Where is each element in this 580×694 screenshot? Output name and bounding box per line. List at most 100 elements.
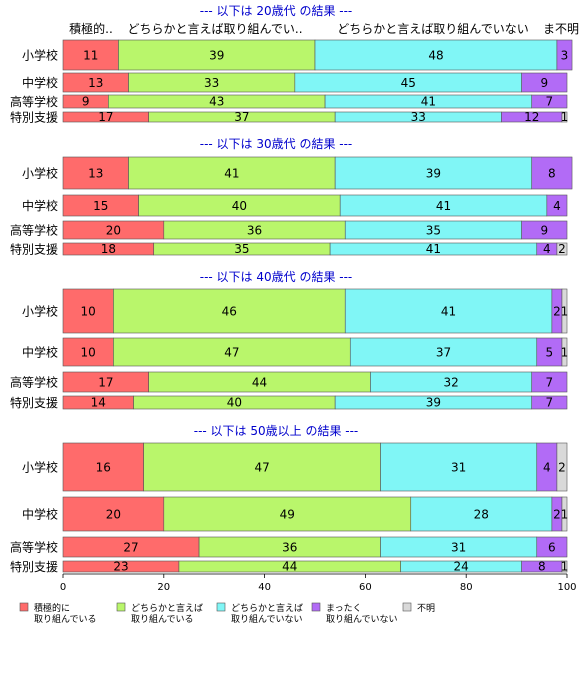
row-label: 高等学校 xyxy=(10,223,58,238)
data-label: 39 xyxy=(426,395,441,409)
row-label: 特別支援 xyxy=(10,110,58,125)
data-label: 41 xyxy=(436,199,451,213)
data-label: 12 xyxy=(524,110,539,124)
legend-label: 取り組んでいる xyxy=(34,613,97,625)
data-label: 36 xyxy=(247,224,262,238)
data-label: 4 xyxy=(553,199,561,213)
data-label: 48 xyxy=(428,49,443,63)
header-label: ま xyxy=(543,22,555,36)
bar-segment xyxy=(314,39,558,71)
legend-label: 取り組んでいない xyxy=(326,613,398,625)
data-label: 23 xyxy=(113,559,128,573)
data-label: 44 xyxy=(252,376,267,390)
data-label: 46 xyxy=(222,305,237,319)
bar-segment xyxy=(556,242,568,256)
legend-swatch xyxy=(116,602,126,612)
data-label: 2 xyxy=(553,305,561,319)
data-label: 40 xyxy=(227,395,242,409)
header-label: 不明 xyxy=(555,22,579,36)
data-label: 39 xyxy=(209,49,224,63)
bar-segment xyxy=(62,156,129,190)
data-label: 2 xyxy=(553,508,561,522)
data-label: 41 xyxy=(421,94,436,108)
bar-segment xyxy=(521,72,568,93)
row-label: 中学校 xyxy=(22,198,58,213)
header-label: 積極的.. xyxy=(69,21,113,36)
data-label: 17 xyxy=(98,376,113,390)
x-tick-label: 0 xyxy=(60,582,66,593)
row-label: 特別支援 xyxy=(10,395,58,410)
data-label: 9 xyxy=(540,76,548,90)
bar-segment xyxy=(334,156,533,190)
data-label: 47 xyxy=(254,461,269,475)
legend-swatch xyxy=(19,602,29,612)
data-label: 8 xyxy=(538,559,546,573)
row-label: 高等学校 xyxy=(10,94,58,109)
bar-segment xyxy=(143,442,381,492)
bar-segment xyxy=(118,39,316,71)
data-label: 31 xyxy=(451,541,466,555)
row-label: 特別支援 xyxy=(10,242,58,257)
data-label: 37 xyxy=(436,346,451,360)
data-label: 8 xyxy=(548,167,556,181)
data-label: 24 xyxy=(454,559,469,573)
bar-segment xyxy=(531,371,568,393)
x-tick-label: 20 xyxy=(157,582,170,593)
data-label: 13 xyxy=(88,167,103,181)
row-label: 高等学校 xyxy=(10,375,58,390)
data-label: 4 xyxy=(543,242,551,256)
data-label: 37 xyxy=(234,110,249,124)
data-label: 33 xyxy=(411,110,426,124)
group-title: --- 以下は 20歳代 の結果 --- xyxy=(200,4,353,18)
data-label: 3 xyxy=(561,49,569,63)
data-label: 1 xyxy=(561,110,569,124)
x-tick-label: 60 xyxy=(359,582,372,593)
bar-segment xyxy=(531,94,568,109)
bar-segment xyxy=(561,560,568,573)
data-label: 2 xyxy=(558,461,566,475)
data-label: 44 xyxy=(282,559,297,573)
legend-label: どちらかと言えば xyxy=(231,602,303,614)
data-label: 9 xyxy=(82,94,90,108)
data-label: 2 xyxy=(558,242,566,256)
bar-segment xyxy=(163,496,412,532)
group-title: --- 以下は 40歳代 の結果 --- xyxy=(200,270,353,284)
bar-segment xyxy=(536,337,563,367)
bar-segment xyxy=(521,220,568,240)
legend-swatch xyxy=(402,602,412,612)
bar-segment xyxy=(531,395,568,410)
data-label: 31 xyxy=(451,461,466,475)
data-label: 20 xyxy=(106,508,121,522)
header-label: どちらかと言えば取り組んでいない xyxy=(337,22,528,36)
bar-segment xyxy=(380,442,538,492)
legend-label: 不明 xyxy=(417,603,435,614)
bar-segment xyxy=(561,496,568,532)
row-label: 小学校 xyxy=(22,48,58,63)
legend-swatch xyxy=(311,602,321,612)
row-label: 小学校 xyxy=(22,166,58,181)
bar-segment xyxy=(561,288,568,334)
bar-segment xyxy=(62,39,119,71)
data-label: 5 xyxy=(546,346,554,360)
row-label: 中学校 xyxy=(22,75,58,90)
bar-segment xyxy=(556,442,568,492)
bar-segment xyxy=(62,288,114,334)
data-label: 1 xyxy=(561,559,569,573)
data-label: 9 xyxy=(540,224,548,238)
bar-segment xyxy=(536,536,568,558)
legend-label: 取り組んでいる xyxy=(131,613,194,625)
legend-label: 積極的に xyxy=(34,602,70,614)
data-label: 11 xyxy=(83,49,98,63)
row-label: 小学校 xyxy=(22,304,58,319)
row-label: 小学校 xyxy=(22,460,58,475)
legend-label: まったく xyxy=(326,603,362,614)
data-label: 17 xyxy=(98,110,113,124)
x-tick-label: 80 xyxy=(460,582,473,593)
row-label: 中学校 xyxy=(22,507,58,522)
legend-swatch xyxy=(216,602,226,612)
bar-segment xyxy=(546,194,568,217)
data-label: 41 xyxy=(441,305,456,319)
bar-segment xyxy=(113,288,346,334)
data-label: 1 xyxy=(561,508,569,522)
